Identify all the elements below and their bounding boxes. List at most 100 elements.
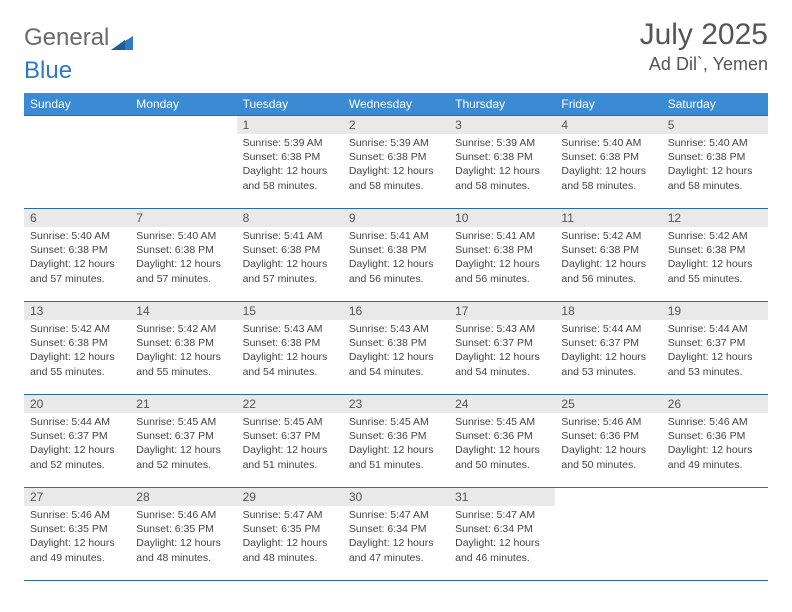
sunset-line: Sunset: 6:36 PM bbox=[561, 430, 639, 442]
day-body: Sunrise: 5:39 AMSunset: 6:38 PMDaylight:… bbox=[343, 134, 449, 197]
day-number: 5 bbox=[662, 116, 768, 134]
day-number: 23 bbox=[343, 395, 449, 413]
sunset-line: Sunset: 6:36 PM bbox=[455, 430, 533, 442]
sunset-line: Sunset: 6:38 PM bbox=[30, 244, 108, 256]
day-body: Sunrise: 5:39 AM Sunset: 6:38 PM Daylight:… bbox=[237, 134, 343, 197]
calendar-body: . . 1 Sunrise: 5:39 AM Sunset: 6:38 PM Dayl… bbox=[24, 116, 768, 581]
calendar-cell: 14Sunrise: 5:42 AMSunset: 6:38 PMDayligh… bbox=[130, 302, 236, 395]
day-number: 29 bbox=[237, 488, 343, 506]
day-body: Sunrise: 5:45 AMSunset: 6:36 PMDaylight:… bbox=[343, 413, 449, 476]
day-number: 1 bbox=[237, 116, 343, 134]
sunrise-line: Sunrise: 5:39 AM bbox=[243, 137, 323, 149]
day-body: Sunrise: 5:43 AMSunset: 6:38 PMDaylight:… bbox=[237, 320, 343, 383]
logo: General bbox=[24, 24, 135, 52]
weekday-header-cell: Wednesday bbox=[343, 93, 449, 116]
logo-text-2: Blue bbox=[24, 57, 72, 85]
daylight-line: Daylight: 12 hours and 52 minutes. bbox=[136, 444, 221, 470]
logo-triangle-icon bbox=[111, 29, 133, 47]
sunrise-line: Sunrise: 5:43 AM bbox=[455, 323, 535, 335]
sunset-line: Sunset: 6:35 PM bbox=[136, 523, 214, 535]
daylight-line: Daylight: 12 hours and 57 minutes. bbox=[243, 258, 328, 284]
day-number: 22 bbox=[237, 395, 343, 413]
calendar-cell: 22Sunrise: 5:45 AMSunset: 6:37 PMDayligh… bbox=[237, 395, 343, 488]
weekday-header: SundayMondayTuesdayWednesdayThursdayFrid… bbox=[24, 93, 768, 116]
calendar-cell: . bbox=[24, 116, 130, 209]
sunset-line: Sunset: 6:35 PM bbox=[30, 523, 108, 535]
sunrise-line: Sunrise: 5:39 AM bbox=[455, 137, 535, 149]
daylight-line: Daylight: 12 hours and 54 minutes. bbox=[243, 351, 328, 377]
sunrise-line: Sunrise: 5:41 AM bbox=[243, 230, 323, 242]
day-number: 14 bbox=[130, 302, 236, 320]
daylight-line: Daylight: 12 hours and 49 minutes. bbox=[668, 444, 753, 470]
sunrise-line: Sunrise: 5:42 AM bbox=[30, 323, 110, 335]
day-number: 15 bbox=[237, 302, 343, 320]
daylight-line: Daylight: 12 hours and 54 minutes. bbox=[349, 351, 434, 377]
calendar-cell: 27Sunrise: 5:46 AMSunset: 6:35 PMDayligh… bbox=[24, 488, 130, 581]
daylight-line: Daylight: 12 hours and 48 minutes. bbox=[243, 537, 328, 563]
calendar-cell: 13Sunrise: 5:42 AMSunset: 6:38 PMDayligh… bbox=[24, 302, 130, 395]
sunrise-line: Sunrise: 5:40 AM bbox=[30, 230, 110, 242]
day-number: 25 bbox=[555, 395, 661, 413]
day-number: 4 bbox=[555, 116, 661, 134]
sunset-line: Sunset: 6:38 PM bbox=[30, 337, 108, 349]
daylight-line: Daylight: 12 hours and 53 minutes. bbox=[668, 351, 753, 377]
sunset-line: Sunset: 6:37 PM bbox=[243, 430, 321, 442]
daylight-line: Daylight: 12 hours and 53 minutes. bbox=[561, 351, 646, 377]
weekday-header-cell: Saturday bbox=[662, 93, 768, 116]
daylight-line: Daylight: 12 hours and 57 minutes. bbox=[30, 258, 115, 284]
sunset-line: Sunset: 6:37 PM bbox=[455, 337, 533, 349]
day-number: 9 bbox=[343, 209, 449, 227]
day-body: Sunrise: 5:47 AMSunset: 6:34 PMDaylight:… bbox=[449, 506, 555, 569]
daylight-line: Daylight: 12 hours and 48 minutes. bbox=[136, 537, 221, 563]
day-body: Sunrise: 5:45 AMSunset: 6:37 PMDaylight:… bbox=[237, 413, 343, 476]
weekday-header-cell: Sunday bbox=[24, 93, 130, 116]
sunset-line: Sunset: 6:38 PM bbox=[243, 244, 321, 256]
day-number: 3 bbox=[449, 116, 555, 134]
calendar-cell: . bbox=[555, 488, 661, 581]
day-number: 28 bbox=[130, 488, 236, 506]
calendar-cell: 11Sunrise: 5:42 AMSunset: 6:38 PMDayligh… bbox=[555, 209, 661, 302]
sunrise-line: Sunrise: 5:40 AM bbox=[668, 137, 748, 149]
day-body: Sunrise: 5:41 AM Sunset: 6:38 PM Daylight:… bbox=[237, 227, 343, 290]
day-body: Sunrise: 5:40 AMSunset: 6:38 PMDaylight:… bbox=[130, 227, 236, 290]
daylight-line: Daylight: 12 hours and 51 minutes. bbox=[349, 444, 434, 470]
calendar-cell: 7Sunrise: 5:40 AMSunset: 6:38 PMDaylight… bbox=[130, 209, 236, 302]
sunrise-line: Sunrise: 5:45 AM bbox=[455, 416, 535, 428]
sunset-line: Sunset: 6:38 PM bbox=[561, 151, 639, 163]
location-title: Ad Dil`, Yemen bbox=[640, 54, 768, 75]
title-block: July 2025 Ad Dil`, Yemen bbox=[640, 18, 768, 75]
daylight-line: Daylight: 12 hours and 58 minutes. bbox=[668, 165, 753, 191]
sunrise-line: Sunrise: 5:44 AM bbox=[561, 323, 641, 335]
calendar-cell: 15Sunrise: 5:43 AMSunset: 6:38 PMDayligh… bbox=[237, 302, 343, 395]
sunset-line: Sunset: 6:37 PM bbox=[668, 337, 746, 349]
day-body: Sunrise: 5:46 AMSunset: 6:36 PMDaylight:… bbox=[555, 413, 661, 476]
sunset-line: Sunset: 6:38 PM bbox=[243, 337, 321, 349]
day-body: Sunrise: 5:43 AMSunset: 6:37 PMDaylight:… bbox=[449, 320, 555, 383]
calendar-cell: 28Sunrise: 5:46 AMSunset: 6:35 PMDayligh… bbox=[130, 488, 236, 581]
day-body: Sunrise: 5:45 AM Sunset: 6:37 PM Daylight:… bbox=[130, 413, 236, 476]
sunrise-line: Sunrise: 5:42 AM bbox=[136, 323, 216, 335]
day-number: 11 bbox=[555, 209, 661, 227]
sunset-line: Sunset: 6:38 PM bbox=[561, 244, 639, 256]
sunrise-line: Sunrise: 5:47 AM bbox=[349, 509, 429, 521]
calendar-cell: 10Sunrise: 5:41 AMSunset: 6:38 PMDayligh… bbox=[449, 209, 555, 302]
sunset-line: Sunset: 6:36 PM bbox=[668, 430, 746, 442]
sunrise-line: Sunrise: 5:45 AM bbox=[136, 416, 216, 428]
daylight-line: Daylight: 12 hours and 56 minutes. bbox=[349, 258, 434, 284]
calendar-page: General July 2025 Ad Dil`, Yemen Blue Su… bbox=[0, 0, 792, 612]
sunset-line: Sunset: 6:37 PM bbox=[136, 430, 214, 442]
day-number: 8 bbox=[237, 209, 343, 227]
sunset-line: Sunset: 6:38 PM bbox=[243, 151, 321, 163]
calendar-cell: 25Sunrise: 5:46 AMSunset: 6:36 PMDayligh… bbox=[555, 395, 661, 488]
day-body: Sunrise: 5:44 AMSunset: 6:37 PMDaylight:… bbox=[662, 320, 768, 383]
daylight-line: Daylight: 12 hours and 47 minutes. bbox=[349, 537, 434, 563]
daylight-line: Daylight: 12 hours and 55 minutes. bbox=[668, 258, 753, 284]
day-body: Sunrise: 5:41 AMSunset: 6:38 PMDaylight:… bbox=[343, 227, 449, 290]
sunrise-line: Sunrise: 5:46 AM bbox=[561, 416, 641, 428]
day-body: Sunrise: 5:44 AMSunset: 6:37 PMDaylight:… bbox=[555, 320, 661, 383]
day-number: 13 bbox=[24, 302, 130, 320]
daylight-line: Daylight: 12 hours and 58 minutes. bbox=[243, 165, 328, 191]
day-number: 6 bbox=[24, 209, 130, 227]
sunrise-line: Sunrise: 5:47 AM bbox=[243, 509, 323, 521]
weekday-header-cell: Tuesday bbox=[237, 93, 343, 116]
